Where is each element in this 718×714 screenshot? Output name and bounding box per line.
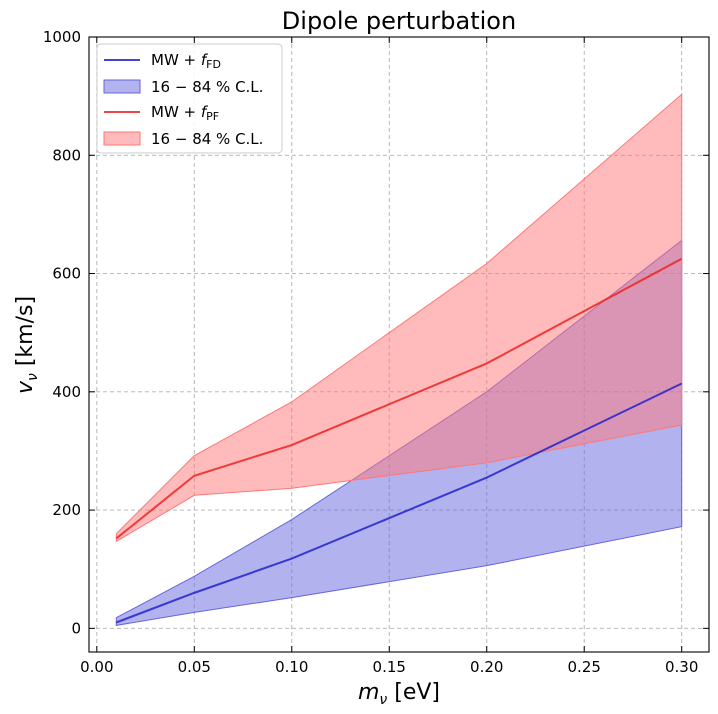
band-fd xyxy=(115,239,683,626)
legend-box xyxy=(96,43,283,154)
y-tick-label: 0 xyxy=(71,619,81,637)
y-tick-label: 600 xyxy=(52,265,81,283)
x-tick-label: 0.30 xyxy=(665,658,698,676)
tick-labels: 0.00 0.05 0.10 0.15 0.20 0.25 0.30 0 200 400 600 80… xyxy=(43,28,699,676)
legend-fd-band-label: 16 − 84 % C.L. xyxy=(151,78,263,96)
x-tick-label: 0.25 xyxy=(568,658,601,676)
x-axis-subscript: ν xyxy=(379,692,387,708)
x-axis-symbol: m xyxy=(358,680,379,705)
x-tick-label: 0.05 xyxy=(178,658,211,676)
y-tick-label: 1000 xyxy=(43,28,81,46)
x-axis-unit: [eV] xyxy=(387,680,440,705)
x-tick-label: 0.20 xyxy=(470,658,503,676)
chart-title: Dipole perturbation xyxy=(282,7,516,35)
y-tick-label: 800 xyxy=(52,146,81,164)
x-tick-label: 0.10 xyxy=(275,658,308,676)
y-tick-label: 200 xyxy=(52,501,81,519)
plot-frame xyxy=(88,36,710,653)
x-tick-label: 0.00 xyxy=(80,658,113,676)
y-axis-unit: [km/s] xyxy=(13,296,38,373)
legend-pf-band-label: 16 − 84 % C.L. xyxy=(151,130,263,148)
y-axis-subscript: ν xyxy=(25,373,41,381)
legend-fd-line-label: MW + fFD xyxy=(151,51,221,71)
legend-fd-symbol: f xyxy=(201,51,209,69)
legend-pf-symbol: f xyxy=(201,103,209,121)
legend-pf-sub: PF xyxy=(206,110,219,123)
legend: MW + fFD 16 − 84 % C.L. MW + fPF 16 − 84… xyxy=(96,43,283,154)
band-pf xyxy=(115,93,683,543)
x-axis-label: mν [eV] xyxy=(358,680,440,708)
ticks xyxy=(89,36,709,652)
y-axis-label: vν [km/s] xyxy=(13,296,41,394)
legend-fd-sub: FD xyxy=(206,58,221,71)
lines xyxy=(115,257,683,624)
y-tick-label: 400 xyxy=(52,383,81,401)
y-axis-symbol: v xyxy=(13,380,38,394)
legend-pf-main: MW + xyxy=(151,103,201,121)
legend-fd-band-swatch xyxy=(103,79,141,94)
legend-pf-line-label: MW + fPF xyxy=(151,103,219,123)
bands xyxy=(115,93,683,626)
series-line-fd xyxy=(115,382,683,624)
legend-pf-band-swatch xyxy=(103,131,141,146)
legend-fd-main: MW + xyxy=(151,51,201,69)
x-tick-label: 0.15 xyxy=(373,658,406,676)
series-line-pf xyxy=(115,257,683,540)
